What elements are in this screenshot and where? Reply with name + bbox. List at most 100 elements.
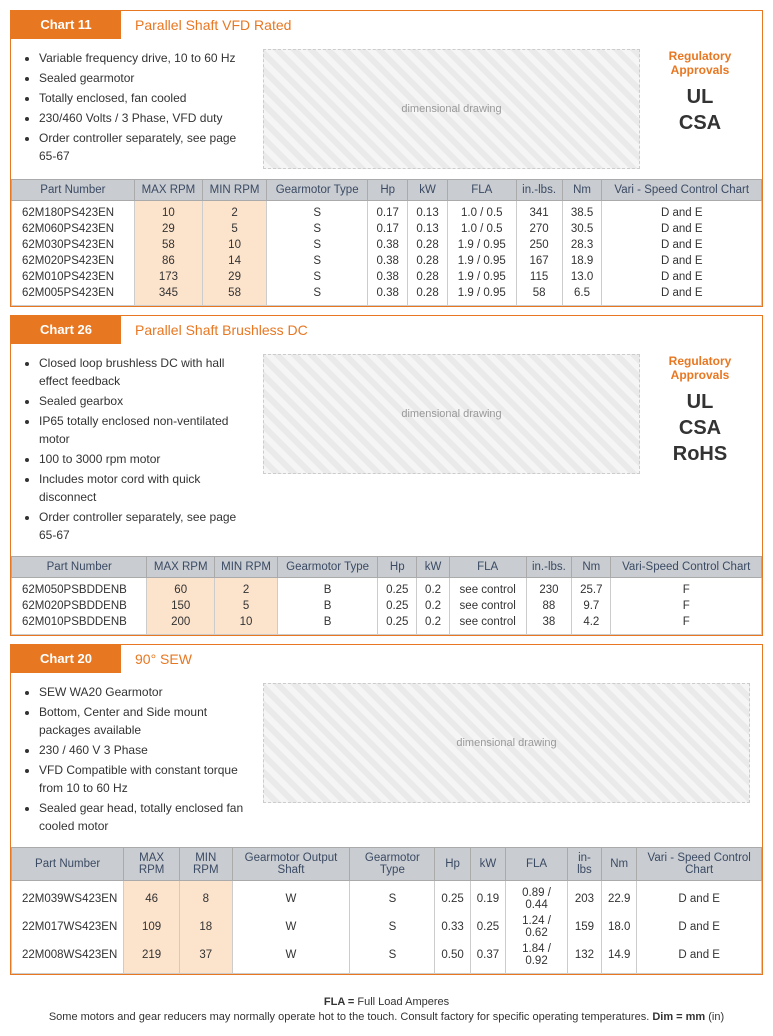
- table-cell: see control: [449, 578, 526, 599]
- table-row: 62M005PS423EN34558S0.380.281.9 / 0.95586…: [12, 285, 762, 306]
- table-cell: F: [611, 578, 762, 599]
- table-header-cell: Vari - Speed Control Chart: [637, 848, 762, 881]
- table-header-row: Part NumberMAX RPMMIN RPMGearmotor TypeH…: [12, 180, 762, 201]
- table-cell: 250: [516, 237, 562, 253]
- table-cell: S: [267, 221, 368, 237]
- table-header-cell: Nm: [602, 848, 637, 881]
- approval-logo: UL: [650, 389, 750, 415]
- chart-block: Chart 2090° SEW SEW WA20 Gearmotor Bottom,…: [10, 644, 763, 975]
- bullets: Variable frequency drive, 10 to 60 HzSea…: [23, 49, 253, 167]
- table-body: 62M180PS423EN102S0.170.131.0 / 0.534138.…: [12, 201, 762, 306]
- table-cell: W: [232, 913, 350, 941]
- table-cell: B: [278, 614, 378, 635]
- table-cell: 0.38: [368, 285, 408, 306]
- table-cell: 5: [214, 598, 277, 614]
- table-cell: 1.24 / 0.62: [506, 913, 568, 941]
- approval-logos: ULCSA: [650, 84, 750, 136]
- table-row: 22M008WS423EN21937WS0.500.371.84 / 0.921…: [12, 941, 762, 974]
- table-cell: 109: [124, 913, 180, 941]
- chart-body: Variable frequency drive, 10 to 60 HzSea…: [11, 39, 762, 179]
- dim-unit: (in): [708, 1011, 724, 1023]
- table-cell: F: [611, 598, 762, 614]
- table-cell: 5: [203, 221, 267, 237]
- table-cell: 1.9 / 0.95: [447, 237, 516, 253]
- table-header-cell: Hp: [378, 557, 417, 578]
- table-header-cell: Hp: [435, 848, 470, 881]
- approvals-label: RegulatoryApprovals: [650, 49, 750, 78]
- table-cell: 10: [203, 237, 267, 253]
- table-body: 22M039WS423EN468WS0.250.190.89 / 0.44203…: [12, 881, 762, 974]
- table-cell: 22M008WS423EN: [12, 941, 124, 974]
- bullet-item: SEW WA20 Gearmotor: [39, 683, 253, 701]
- table-row: 62M020PS423EN8614S0.380.281.9 / 0.951671…: [12, 253, 762, 269]
- table-cell: 18.0: [602, 913, 637, 941]
- table-cell: D and E: [637, 881, 762, 914]
- table-cell: 62M010PS423EN: [12, 269, 135, 285]
- table-cell: 62M180PS423EN: [12, 201, 135, 222]
- table-body: 62M050PSBDDENB602B0.250.2see control2302…: [12, 578, 762, 635]
- table-cell: 0.2: [417, 614, 449, 635]
- bullet-item: Bottom, Center and Side mount packages a…: [39, 703, 253, 739]
- chart-header: Chart 2090° SEW: [11, 645, 762, 673]
- table-cell: 62M030PS423EN: [12, 237, 135, 253]
- table-cell: 58: [134, 237, 202, 253]
- table-row: 22M017WS423EN10918WS0.330.251.24 / 0.621…: [12, 913, 762, 941]
- table-header-cell: Vari - Speed Control Chart: [602, 180, 762, 201]
- table-cell: 115: [516, 269, 562, 285]
- bullet-item: VFD Compatible with constant torque from…: [39, 761, 253, 797]
- table-cell: 0.13: [408, 201, 448, 222]
- table-cell: D and E: [637, 941, 762, 974]
- table-cell: 62M050PSBDDENB: [12, 578, 147, 599]
- chart-title: Parallel Shaft Brushless DC: [121, 316, 322, 344]
- table-cell: D and E: [602, 285, 762, 306]
- table-header-row: Part NumberMAX RPMMIN RPMGearmotor TypeH…: [12, 557, 762, 578]
- data-table: Part NumberMAX RPMMIN RPMGearmotor Outpu…: [11, 847, 762, 974]
- chart-tab: Chart 26: [11, 316, 121, 344]
- table-cell: B: [278, 598, 378, 614]
- table-header-cell: FLA: [506, 848, 568, 881]
- table-cell: 203: [567, 881, 601, 914]
- table-header-cell: Vari-Speed Control Chart: [611, 557, 762, 578]
- table-cell: 0.38: [368, 269, 408, 285]
- table-cell: 62M020PS423EN: [12, 253, 135, 269]
- chart-block: Chart 26Parallel Shaft Brushless DCClose…: [10, 315, 763, 636]
- table-cell: 14.9: [602, 941, 637, 974]
- table-cell: 60: [147, 578, 214, 599]
- bullet-item: Variable frequency drive, 10 to 60 Hz: [39, 49, 253, 67]
- diagram-placeholder: dimensional drawing: [263, 354, 640, 474]
- table-cell: 0.25: [470, 913, 505, 941]
- table-header-cell: MIN RPM: [214, 557, 277, 578]
- table-cell: 28.3: [562, 237, 602, 253]
- table-cell: 0.28: [408, 253, 448, 269]
- chart-body: SEW WA20 Gearmotor Bottom, Center and Sid…: [11, 673, 762, 847]
- table-cell: 10: [214, 614, 277, 635]
- table-cell: 230: [526, 578, 571, 599]
- diagram-area: dimensional drawing: [263, 354, 640, 474]
- table-cell: 0.2: [417, 598, 449, 614]
- table-row: 62M010PS423EN17329S0.380.281.9 / 0.95115…: [12, 269, 762, 285]
- table-cell: 0.89 / 0.44: [506, 881, 568, 914]
- table-row: 62M020PSBDDENB1505B0.250.2see control889…: [12, 598, 762, 614]
- table-row: 22M039WS423EN468WS0.250.190.89 / 0.44203…: [12, 881, 762, 914]
- table-header-cell: Nm: [572, 557, 611, 578]
- approval-logo: CSA: [650, 110, 750, 136]
- table-cell: D and E: [602, 269, 762, 285]
- table-cell: 0.33: [435, 913, 470, 941]
- table-cell: 2: [214, 578, 277, 599]
- table-header-cell: MAX RPM: [147, 557, 214, 578]
- table-header-cell: Part Number: [12, 557, 147, 578]
- footer: FLA = Full Load Amperes Some motors and …: [10, 995, 763, 1026]
- table-cell: 0.37: [470, 941, 505, 974]
- table-cell: 6.5: [562, 285, 602, 306]
- table-cell: see control: [449, 598, 526, 614]
- table-cell: 18.9: [562, 253, 602, 269]
- table-cell: 0.17: [368, 221, 408, 237]
- bullet-item: Sealed gear head, totally enclosed fan c…: [39, 799, 253, 835]
- table-header-cell: Nm: [562, 180, 602, 201]
- chart-header: Chart 11Parallel Shaft VFD Rated: [11, 11, 762, 39]
- approval-logo: CSA: [650, 415, 750, 441]
- table-cell: 0.19: [470, 881, 505, 914]
- table-cell: 62M020PSBDDENB: [12, 598, 147, 614]
- table-row: 62M060PS423EN295S0.170.131.0 / 0.527030.…: [12, 221, 762, 237]
- table-cell: W: [232, 881, 350, 914]
